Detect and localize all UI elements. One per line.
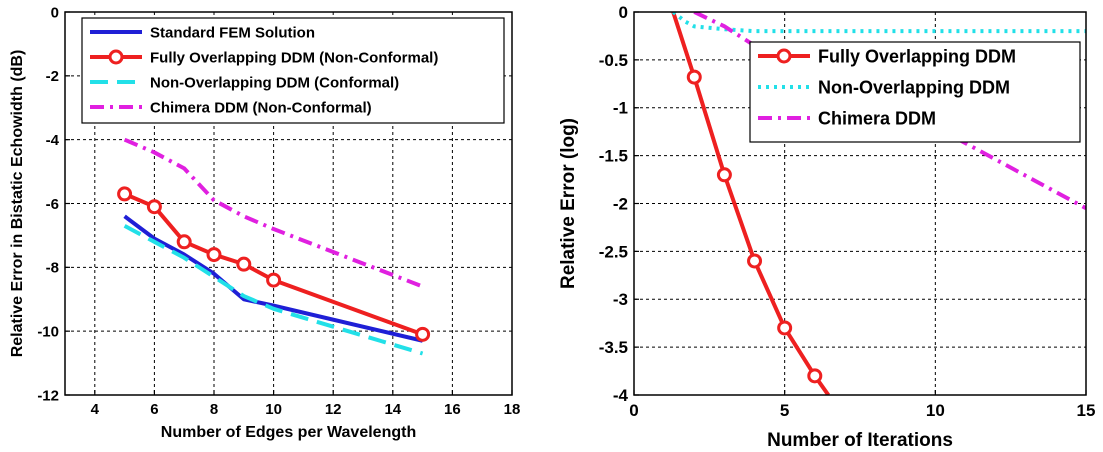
x-tick-label: 18 [504,401,521,418]
x-tick-label: 15 [1077,401,1096,420]
y-tick-label: 0 [619,3,628,22]
y-tick-label: -2 [613,194,628,213]
x-tick-label: 6 [150,401,158,418]
y-tick-label: -8 [46,260,59,277]
data-point-fully-overlapping-ddm-non-conformal [117,186,133,202]
series-line-non-overlapping-ddm-conformal [123,224,424,356]
plot-area [117,137,431,356]
y-tick-label: -12 [37,387,59,404]
y-tick-label: 0 [51,4,59,21]
legend-label-standard-fem-solution: Standard FEM Solution [150,24,315,41]
y-tick-label: -1 [613,99,628,118]
x-tick-label: 5 [780,401,789,420]
legend: Fully Overlapping DDM Non-Overlapping DDM… [749,41,1081,143]
data-point-fully-overlapping-ddm [747,253,763,269]
y-tick-label: -2 [46,68,59,85]
y-tick-label: -10 [37,323,59,340]
x-tick-label: 4 [91,401,100,418]
y-tick-label: -2.5 [599,242,628,261]
data-point-fully-overlapping-ddm-non-conformal [146,199,162,215]
y-tick-label: -0.5 [599,51,628,70]
y-tick-label: -3 [613,290,628,309]
data-point-fully-overlapping-ddm [686,69,702,85]
x-tick-label: 10 [265,401,282,418]
legend-marker-fully-overlapping-ddm [776,48,792,64]
legend-label-chimera-ddm: Chimera DDM [818,108,936,128]
data-point-fully-overlapping-ddm-non-conformal [266,272,282,288]
legend-box [81,17,505,124]
data-point-fully-overlapping-ddm [807,368,823,384]
data-point-fully-overlapping-ddm [716,167,732,183]
y-axis-label: Relative Error (log) [558,118,579,289]
y-tick-label: -4 [613,386,629,405]
legend: Standard FEM Solution Fully Overlapping D… [81,17,505,124]
legend-label-fully-overlapping-ddm: Fully Overlapping DDM [818,46,1016,66]
x-tick-label: 12 [325,401,342,418]
series-line-chimera-ddm-non-conformal [123,137,424,289]
x-tick-label: 10 [926,401,945,420]
x-tick-label: 0 [629,401,638,420]
legend-box [749,41,1081,143]
left-chart: 4 6 8 10 12 14 16 18 0 -2 -4 -6 -8 -10 -12 Number of Ed… [9,4,520,441]
y-tick-label: -6 [46,196,59,213]
x-tick-label: 8 [210,401,218,418]
x-axis-label: Number of Iterations [767,430,953,451]
legend-label-chimera-ddm-non-conformal: Chimera DDM (Non-Conformal) [150,99,372,116]
x-tick-label: 14 [384,401,401,418]
data-point-fully-overlapping-ddm-non-conformal [236,256,252,272]
series-line-standard-fem-solution [123,214,424,343]
data-point-fully-overlapping-ddm-non-conformal [206,247,222,263]
right-chart: 0 5 10 15 0 -0.5 -1 -1.5 -2 -2.5 -3 -3.5 -4 Number of… [558,3,1095,451]
legend-label-non-overlapping-ddm-conformal: Non-Overlapping DDM (Conformal) [150,74,399,91]
y-axis-label: Relative Error in Bistatic Echowidth (dB… [9,50,26,358]
y-tick-label: -4 [46,132,60,149]
legend-label-non-overlapping-ddm: Non-Overlapping DDM [818,77,1010,97]
series-line-non-overlapping-ddm [671,12,1086,34]
y-tick-label: -1.5 [599,147,628,166]
data-point-fully-overlapping-ddm-non-conformal [176,234,192,250]
y-tick-label: -3.5 [599,338,628,357]
x-tick-label: 16 [444,401,461,418]
data-point-fully-overlapping-ddm-non-conformal [415,326,431,342]
legend-label-fully-overlapping-ddm-non-conformal: Fully Overlapping DDM (Non-Conformal) [150,49,438,66]
legend-marker-fully-overlapping-ddm-non-conformal [108,49,124,65]
data-point-fully-overlapping-ddm [777,320,793,336]
x-axis-label: Number of Edges per Wavelength [161,424,416,441]
